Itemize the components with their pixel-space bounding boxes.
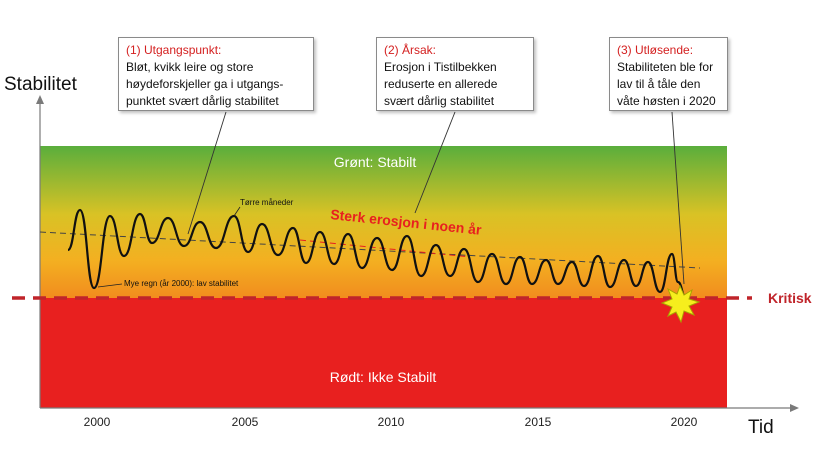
critical-label: Kritisk: [768, 290, 812, 306]
heavy-rain-annotation: Mye regn (år 2000): lav stabilitet: [124, 279, 239, 288]
callout-2-text: Erosjon i Tistilbekken reduserte en alle…: [384, 60, 498, 108]
x-tick-2020: 2020: [671, 415, 698, 429]
x-tick-2000: 2000: [84, 415, 111, 429]
red-zone-label: Rødt: Ikke Stabilt: [330, 369, 437, 385]
green-zone-label: Grønt: Stabilt: [334, 154, 417, 170]
callout-3-pointer: [671, 111, 685, 285]
dry-months-annotation: Tørre måneder: [240, 198, 294, 207]
callout-2-pointer: [414, 111, 456, 214]
stability-curve: [66, 208, 687, 300]
callout-1-text: Bløt, kvikk leire og store høydeforskjel…: [126, 60, 284, 108]
callout-trigger: (3) Utløsende: Stabiliteten ble for lav …: [609, 37, 728, 111]
callout-3-text: Stabiliteten ble for lav til å tåle den …: [617, 60, 716, 108]
callout-2-heading: (2) Årsak:: [384, 43, 437, 57]
x-tick-2010: 2010: [378, 415, 405, 429]
y-axis-label: Stabilitet: [4, 74, 78, 95]
callout-starting-point: (1) Utgangspunkt: Bløt, kvikk leire og s…: [118, 37, 314, 111]
callout-1-heading: (1) Utgangspunkt:: [126, 43, 222, 57]
x-axis-label: Tid: [748, 417, 774, 438]
stable-zone: [40, 146, 727, 298]
callout-1-pointer: [187, 111, 227, 235]
x-tick-2005: 2005: [232, 415, 259, 429]
callout-3-heading: (3) Utløsende:: [617, 43, 694, 57]
callout-cause: (2) Årsak: Erosjon i Tistilbekken reduse…: [376, 37, 534, 111]
x-axis-arrow-icon: [790, 404, 799, 412]
y-axis-arrow-icon: [36, 95, 44, 104]
x-tick-2015: 2015: [525, 415, 552, 429]
burst-icon: [660, 284, 701, 324]
unstable-zone: [40, 298, 727, 408]
dry-months-pointer: [233, 206, 241, 217]
heavy-rain-pointer: [97, 283, 123, 288]
